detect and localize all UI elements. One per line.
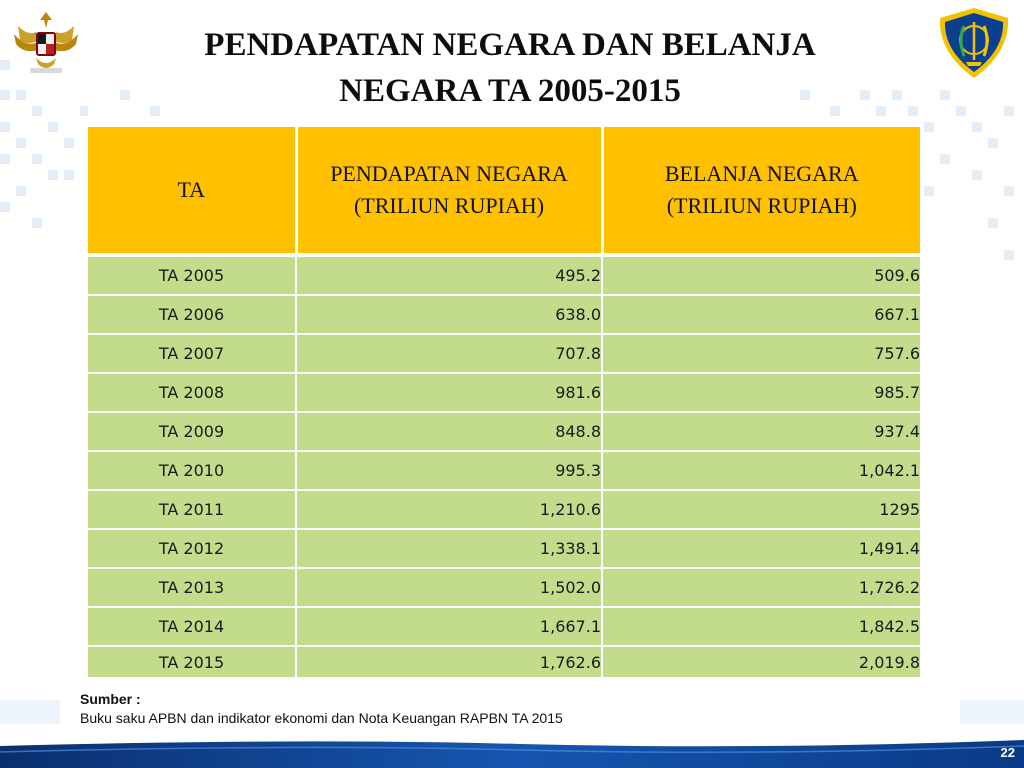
cell-belanja: 2,019.8 [602, 646, 920, 679]
cell-ta: TA 2006 [88, 295, 297, 335]
header-ta: TA [88, 127, 298, 257]
header-belanja-line-2: (TRILIUN RUPIAH) [666, 193, 857, 218]
source-text: Buku saku APBN dan indikator ekonomi dan… [80, 710, 563, 726]
cell-ta: TA 2008 [88, 373, 297, 413]
table-row: TA 2013 1,502.0 1,726.2 [88, 568, 920, 608]
source-note: Sumber : Buku saku APBN dan indikator ek… [80, 690, 563, 728]
table-row: TA 2009 848.8 937.4 [88, 412, 920, 452]
cell-belanja: 1,042.1 [602, 451, 920, 491]
header-belanja: BELANJA NEGARA (TRILIUN RUPIAH) [602, 127, 920, 257]
cell-ta: TA 2009 [88, 412, 297, 452]
table-header-row: TA PENDAPATAN NEGARA (TRILIUN RUPIAH) BE… [88, 127, 920, 257]
cell-pendapatan: 1,762.6 [296, 646, 603, 679]
cell-ta: TA 2014 [88, 607, 297, 647]
cell-belanja: 1,842.5 [602, 607, 920, 647]
cell-ta: TA 2007 [88, 334, 297, 374]
cell-ta: TA 2011 [88, 490, 297, 530]
cell-pendapatan: 1,502.0 [296, 568, 603, 608]
garuda-emblem-icon [14, 12, 78, 73]
title-line-1: PENDAPATAN NEGARA DAN BELANJA [204, 27, 816, 63]
cell-ta: TA 2013 [88, 568, 297, 608]
cell-belanja: 1,491.4 [602, 529, 920, 569]
footer-bar [0, 740, 1024, 768]
table-row: TA 2010 995.3 1,042.1 [88, 451, 920, 491]
cell-ta: TA 2015 [88, 646, 297, 679]
ministry-of-finance-logo-icon [939, 8, 1009, 78]
cell-belanja: 937.4 [602, 412, 920, 452]
cell-ta: TA 2012 [88, 529, 297, 569]
table-row: TA 2011 1,210.6 1295 [88, 490, 920, 530]
cell-pendapatan: 638.0 [296, 295, 603, 335]
table-row: TA 2008 981.6 985.7 [88, 373, 920, 413]
header-belanja-line-1: BELANJA NEGARA [664, 161, 859, 186]
table-row: TA 2014 1,667.1 1,842.5 [88, 607, 920, 647]
header-pendapatan: PENDAPATAN NEGARA (TRILIUN RUPIAH) [296, 127, 604, 257]
cell-pendapatan: 1,667.1 [296, 607, 603, 647]
page-title: PENDAPATAN NEGARA DAN BELANJA NEGARA TA … [150, 22, 870, 114]
cell-belanja: 1295 [602, 490, 920, 530]
cell-pendapatan: 848.8 [296, 412, 603, 452]
cell-ta: TA 2005 [88, 255, 297, 296]
table-row: TA 2006 638.0 667.1 [88, 295, 920, 335]
header-ta-label: TA [177, 177, 206, 202]
cell-belanja: 509.6 [602, 255, 920, 296]
cell-pendapatan: 995.3 [296, 451, 603, 491]
cell-ta: TA 2010 [88, 451, 297, 491]
cell-pendapatan: 1,210.6 [296, 490, 603, 530]
cell-pendapatan: 1,338.1 [296, 529, 603, 569]
table-row: TA 2007 707.8 757.6 [88, 334, 920, 374]
cell-belanja: 757.6 [602, 334, 920, 374]
cell-belanja: 985.7 [602, 373, 920, 413]
revenue-expenditure-table: TA PENDAPATAN NEGARA (TRILIUN RUPIAH) BE… [88, 127, 920, 679]
source-label: Sumber : [80, 691, 141, 707]
table-row: TA 2005 495.2 509.6 [88, 255, 920, 296]
title-line-2: NEGARA TA 2005-2015 [339, 73, 681, 109]
page-number: 22 [1000, 745, 1015, 760]
cell-pendapatan: 981.6 [296, 373, 603, 413]
cell-belanja: 667.1 [602, 295, 920, 335]
header-pendapatan-line-1: PENDAPATAN NEGARA [330, 161, 568, 186]
cell-pendapatan: 495.2 [296, 255, 603, 296]
cell-pendapatan: 707.8 [296, 334, 603, 374]
header-pendapatan-line-2: (TRILIUN RUPIAH) [353, 193, 545, 218]
cell-belanja: 1,726.2 [602, 568, 920, 608]
table-row: TA 2015 1,762.6 2,019.8 [88, 646, 920, 679]
table-row: TA 2012 1,338.1 1,491.4 [88, 529, 920, 569]
